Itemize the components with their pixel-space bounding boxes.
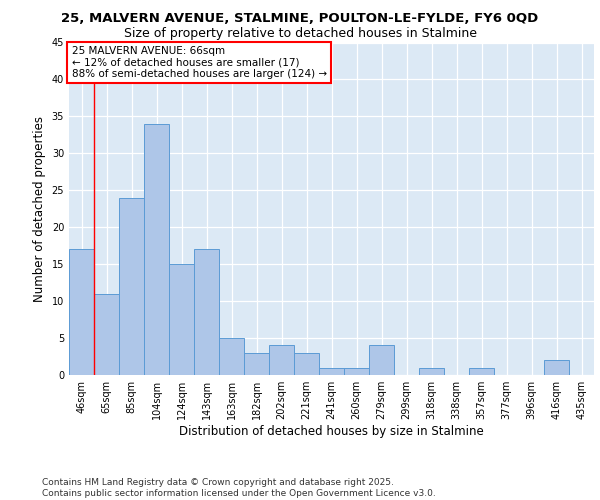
Bar bbox=[344, 368, 369, 375]
Bar bbox=[544, 360, 569, 375]
Bar bbox=[169, 264, 194, 375]
Text: 25 MALVERN AVENUE: 66sqm
← 12% of detached houses are smaller (17)
88% of semi-d: 25 MALVERN AVENUE: 66sqm ← 12% of detach… bbox=[71, 46, 327, 79]
Bar bbox=[319, 368, 344, 375]
Bar bbox=[294, 353, 319, 375]
Bar bbox=[69, 250, 94, 375]
Bar bbox=[269, 346, 294, 375]
Bar bbox=[119, 198, 144, 375]
Bar bbox=[419, 368, 444, 375]
X-axis label: Distribution of detached houses by size in Stalmine: Distribution of detached houses by size … bbox=[179, 425, 484, 438]
Text: Size of property relative to detached houses in Stalmine: Size of property relative to detached ho… bbox=[124, 28, 476, 40]
Bar bbox=[194, 250, 219, 375]
Bar bbox=[144, 124, 169, 375]
Text: Contains HM Land Registry data © Crown copyright and database right 2025.
Contai: Contains HM Land Registry data © Crown c… bbox=[42, 478, 436, 498]
Bar bbox=[219, 338, 244, 375]
Y-axis label: Number of detached properties: Number of detached properties bbox=[33, 116, 46, 302]
Bar bbox=[94, 294, 119, 375]
Bar bbox=[369, 346, 394, 375]
Text: 25, MALVERN AVENUE, STALMINE, POULTON-LE-FYLDE, FY6 0QD: 25, MALVERN AVENUE, STALMINE, POULTON-LE… bbox=[61, 12, 539, 26]
Bar bbox=[469, 368, 494, 375]
Bar bbox=[244, 353, 269, 375]
